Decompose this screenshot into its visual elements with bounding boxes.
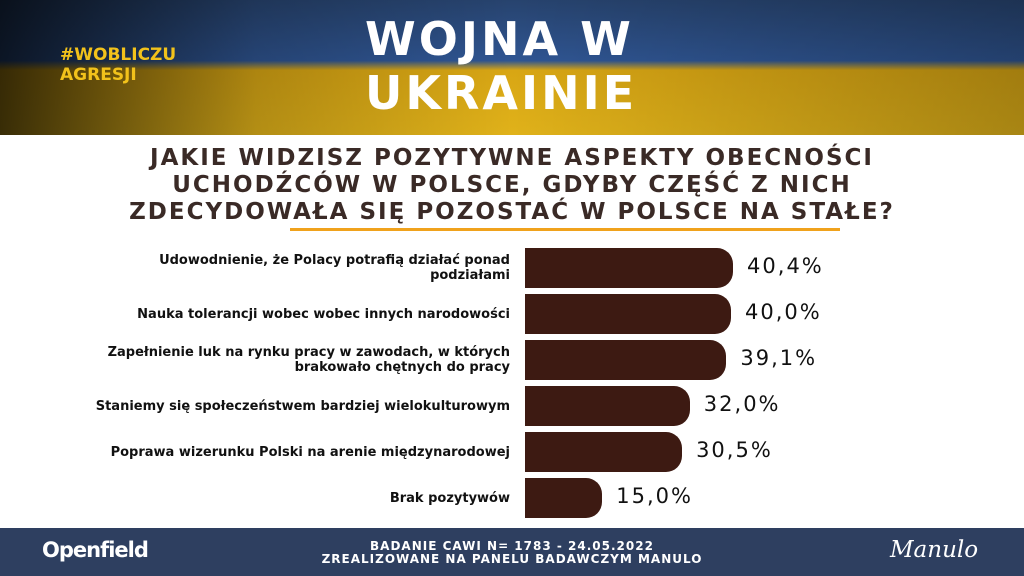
headline: WOJNA W UKRAINIE [365,12,638,120]
category-label: Nauka tolerancji wobec wobec innych naro… [137,306,510,322]
bar [525,294,731,334]
underline [290,228,840,231]
value-label: 40,0% [745,300,822,324]
category-label: Staniemy się społeczeństwem bardziej wie… [95,398,510,414]
logo: Openfield [42,538,149,562]
footer-line: ZREALIZOWANE NA PANELU BADAWCZYM MANULO [321,552,703,566]
bar [525,248,734,288]
bar [525,432,683,472]
value-label: 15,0% [616,484,693,508]
bar [525,340,727,380]
footer-text: BADANIE CAWI N= 1783 - 24.05.2022 ZREALIZ… [262,540,762,566]
category-label: Udowodnienie, że Polacy potrafią działać… [159,253,510,283]
value-label: 40,4% [747,254,824,278]
category-label: Brak pozytywów [389,490,510,506]
category-label: Poprawa wizerunku Polski na arenie międz… [110,444,510,460]
hashtag: #WOBLICZU AGRESJI [60,45,177,85]
value-label: 32,0% [703,392,781,416]
bar [525,478,603,518]
logo: Manulo [890,537,979,563]
category-label: Zapełnienie luk na rynku pracy w zawodac… [107,345,510,375]
footer: Openfield BADANIE CAWI N= 1783 - 24.05.2… [0,528,1024,576]
footer-line: BADANIE CAWI N= 1783 - 24.05.2022 [370,539,654,553]
value-label: 30,5% [696,438,773,462]
chart-title: JAKIE WIDZISZ POZYTYWNE ASPEKTY OBECNOŚC… [129,145,895,225]
value-label: 39,1% [740,346,818,370]
banner [0,0,1024,135]
bar [525,386,690,426]
